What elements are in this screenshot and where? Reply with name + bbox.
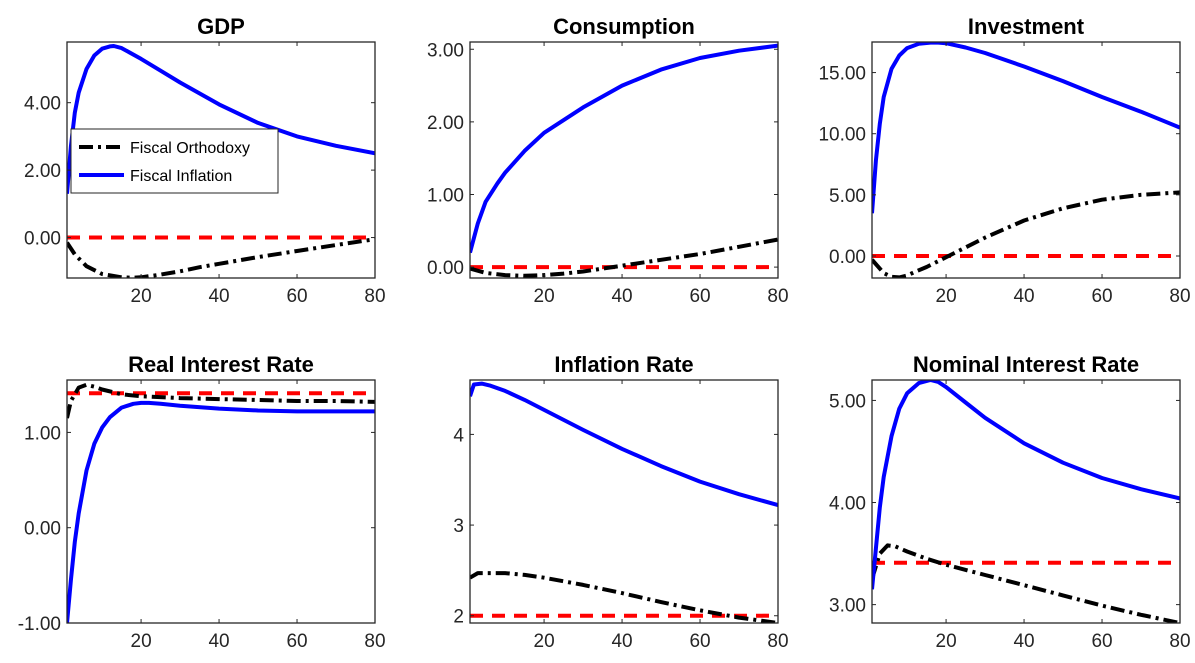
series-fiscal-inflation	[872, 380, 1180, 590]
y-tick-label: 1.00	[427, 185, 464, 206]
y-tick-label: 10.00	[818, 125, 866, 146]
legend-label-fiscal-inflation: Fiscal Inflation	[130, 168, 232, 185]
series-fiscal-inflation	[470, 381, 778, 508]
axes-frame	[66, 41, 376, 279]
axes-frame	[469, 41, 779, 279]
y-tick-label: 4	[453, 425, 464, 446]
series-fiscal-orthodoxy	[67, 237, 375, 278]
y-tick-label: 2.00	[24, 161, 61, 182]
x-tick-label: 80	[364, 631, 385, 652]
x-tick-label: 40	[1013, 286, 1034, 307]
panel-title: GDP	[197, 14, 245, 39]
y-tick-label: 3	[453, 516, 464, 537]
axes-frame	[871, 379, 1181, 624]
series-fiscal-inflation	[470, 43, 778, 254]
x-tick-label: 80	[364, 286, 385, 307]
legend-label-fiscal-orthodoxy: Fiscal Orthodoxy	[130, 140, 250, 157]
x-tick-label: 40	[1013, 631, 1034, 652]
x-tick-label: 20	[936, 631, 957, 652]
x-tick-label: 60	[286, 631, 307, 652]
x-tick-label: 20	[131, 631, 152, 652]
panel-nominal-interest-rate: 20 40 60 80 3.00 4.00 5.00 Nominal Interest Rat…	[829, 352, 1191, 652]
y-tick-label: 2	[453, 607, 464, 628]
series-fiscal-inflation	[67, 400, 375, 623]
axes-frame	[871, 41, 1181, 279]
panel-title: Nominal Interest Rate	[913, 352, 1139, 377]
axes-frame	[469, 379, 779, 624]
panel-title: Real Interest Rate	[128, 352, 314, 377]
y-tick-label: 3.00	[829, 596, 866, 617]
y-tick-label: 2.00	[427, 113, 464, 134]
x-tick-label: 80	[767, 631, 788, 652]
x-tick-label: 80	[1169, 286, 1190, 307]
y-tick-label: 4.00	[24, 94, 61, 115]
panel-title: Consumption	[553, 14, 695, 39]
y-tick-label: 3.00	[427, 40, 464, 61]
x-tick-label: 80	[1169, 631, 1190, 652]
x-tick-label: 40	[208, 631, 229, 652]
x-tick-label: 60	[689, 286, 710, 307]
y-tick-label: -1.00	[18, 614, 61, 635]
legend-box	[70, 128, 279, 194]
x-tick-label: 40	[611, 631, 632, 652]
y-tick-label: 1.00	[24, 423, 61, 444]
panel-title: Investment	[968, 14, 1085, 39]
legend: Fiscal Orthodoxy Fiscal Inflation	[70, 128, 279, 194]
series-fiscal-orthodoxy	[872, 190, 1180, 278]
y-tick-label: 4.00	[829, 494, 866, 515]
y-tick-label: 0.00	[829, 247, 866, 268]
y-tick-label: 5.00	[829, 186, 866, 207]
y-tick-label: 5.00	[829, 391, 866, 412]
series-fiscal-orthodoxy	[470, 237, 778, 278]
x-tick-label: 80	[767, 286, 788, 307]
panel-consumption: 20 40 60 80 0.00 1.00 2.00 3.00 Consumption	[427, 14, 789, 307]
x-tick-label: 20	[131, 286, 152, 307]
y-tick-label: 0.00	[427, 258, 464, 279]
y-tick-label: 0.00	[24, 519, 61, 540]
panel-gdp: 20 40 60 80 0.00 2.00 4.00 GDP	[24, 14, 386, 307]
panel-investment: 20 40 60 80 0.00 5.00 10.00 15.00 Investment	[818, 14, 1190, 307]
y-tick-label: 15.00	[818, 64, 866, 85]
x-tick-label: 60	[1091, 286, 1112, 307]
x-tick-label: 20	[534, 631, 555, 652]
series-fiscal-orthodoxy	[872, 543, 1180, 623]
x-tick-label: 60	[689, 631, 710, 652]
panel-title: Inflation Rate	[554, 352, 693, 377]
series-fiscal-inflation	[67, 44, 375, 194]
axes-frame	[66, 379, 376, 624]
x-tick-label: 40	[208, 286, 229, 307]
x-tick-label: 20	[936, 286, 957, 307]
x-tick-label: 20	[534, 286, 555, 307]
x-tick-label: 60	[286, 286, 307, 307]
y-tick-label: 0.00	[24, 229, 61, 250]
x-tick-label: 60	[1091, 631, 1112, 652]
x-tick-label: 40	[611, 286, 632, 307]
series-fiscal-orthodoxy	[67, 382, 375, 419]
series-fiscal-inflation	[872, 42, 1180, 214]
panel-real-interest-rate: 20 40 60 80 -1.00 0.00 1.00 Real Interest Rate	[18, 352, 386, 652]
panel-inflation-rate: 20 40 60 80 2 3 4 Inflation Rate	[453, 352, 788, 652]
